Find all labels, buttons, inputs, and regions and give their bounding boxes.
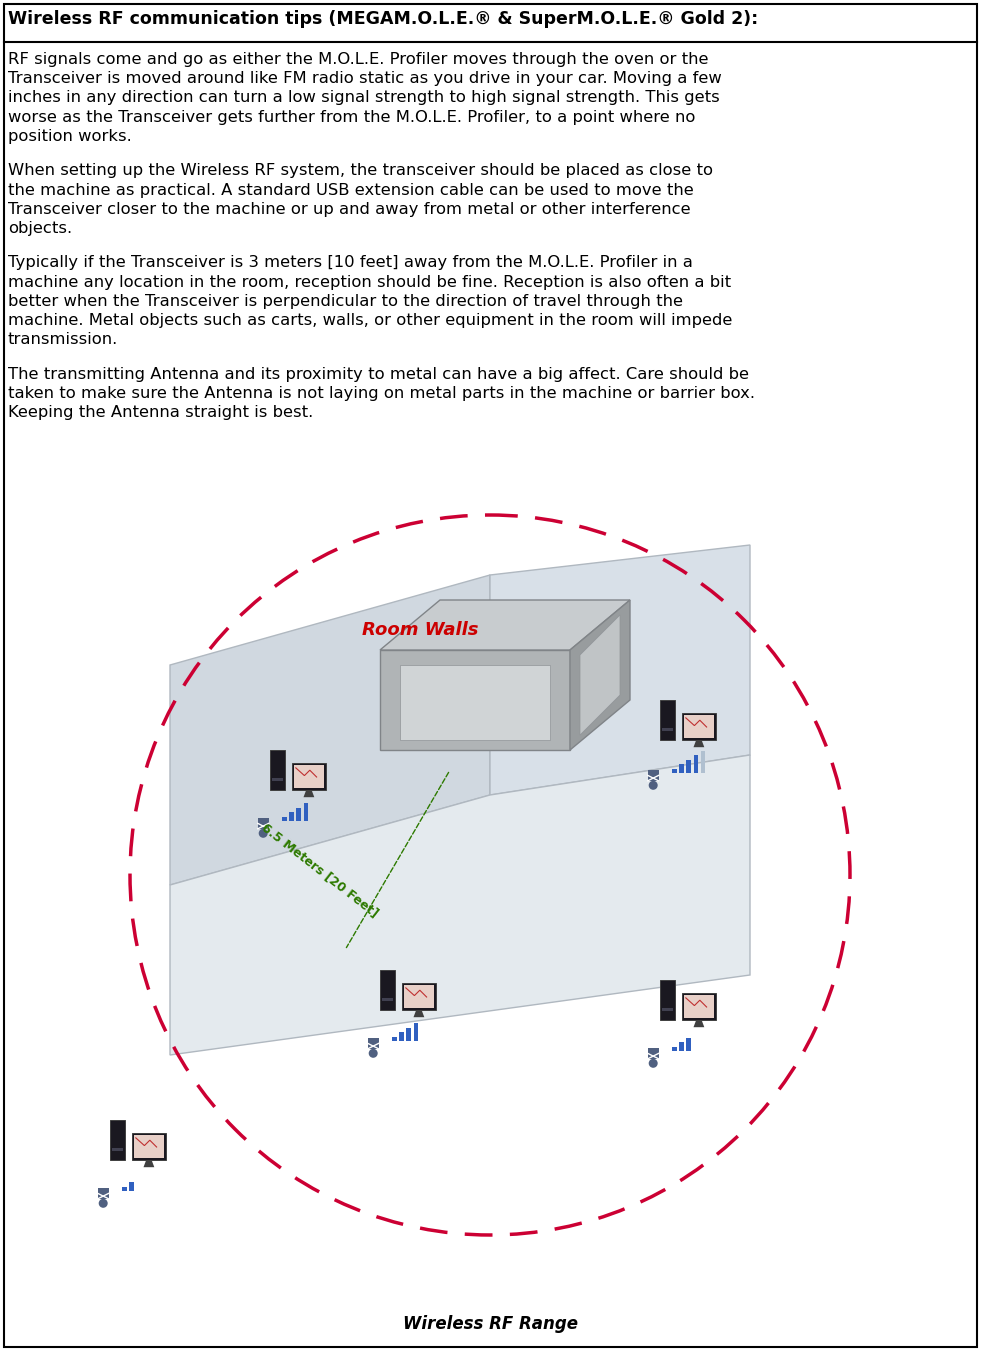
Polygon shape: [647, 770, 658, 781]
Polygon shape: [380, 600, 630, 650]
Polygon shape: [414, 1011, 425, 1017]
Text: The transmitting Antenna and its proximity to metal can have a big affect. Care : The transmitting Antenna and its proximi…: [8, 367, 755, 420]
Polygon shape: [380, 650, 570, 750]
Polygon shape: [129, 1182, 133, 1192]
Polygon shape: [170, 576, 490, 885]
Text: Room Walls: Room Walls: [362, 621, 479, 639]
Text: RF signals come and go as either the M.O.L.E. Profiler moves through the oven or: RF signals come and go as either the M.O…: [8, 51, 722, 143]
Polygon shape: [684, 715, 714, 738]
Polygon shape: [381, 970, 394, 1011]
Polygon shape: [368, 1038, 379, 1048]
Polygon shape: [694, 740, 704, 747]
Polygon shape: [672, 769, 677, 773]
Polygon shape: [402, 984, 436, 1011]
Polygon shape: [700, 751, 705, 773]
Polygon shape: [694, 1020, 704, 1027]
Polygon shape: [282, 816, 286, 821]
Polygon shape: [406, 1028, 411, 1042]
Polygon shape: [570, 600, 630, 750]
Polygon shape: [258, 817, 269, 828]
Polygon shape: [143, 1161, 154, 1167]
Polygon shape: [270, 750, 284, 790]
Polygon shape: [679, 765, 684, 773]
Polygon shape: [684, 994, 714, 1019]
Polygon shape: [303, 802, 308, 821]
Polygon shape: [660, 979, 675, 1020]
Text: Wireless RF communication tips (MEGAM.O.L.E.® & SuperM.O.L.E.® Gold 2):: Wireless RF communication tips (MEGAM.O.…: [8, 9, 758, 28]
Polygon shape: [694, 755, 698, 773]
Polygon shape: [112, 1148, 123, 1151]
Polygon shape: [382, 998, 392, 1001]
Polygon shape: [687, 759, 691, 773]
Text: Wireless RF Range: Wireless RF Range: [403, 1315, 578, 1333]
Polygon shape: [303, 790, 314, 797]
Polygon shape: [580, 615, 620, 735]
Polygon shape: [131, 1133, 166, 1161]
Polygon shape: [682, 713, 716, 740]
Text: 6.5 Meters [20 Feet]: 6.5 Meters [20 Feet]: [259, 820, 381, 920]
Polygon shape: [110, 1120, 125, 1161]
Text: Typically if the Transceiver is 3 meters [10 feet] away from the M.O.L.E. Profil: Typically if the Transceiver is 3 meters…: [8, 255, 733, 347]
Polygon shape: [403, 985, 435, 1008]
Polygon shape: [289, 812, 293, 821]
Polygon shape: [272, 778, 283, 781]
Polygon shape: [291, 763, 326, 790]
Polygon shape: [687, 1038, 691, 1051]
Polygon shape: [490, 544, 750, 794]
Circle shape: [99, 1198, 108, 1208]
Polygon shape: [293, 765, 324, 788]
Polygon shape: [392, 1036, 396, 1042]
Polygon shape: [682, 993, 716, 1020]
Text: When setting up the Wireless RF system, the transceiver should be placed as clos: When setting up the Wireless RF system, …: [8, 163, 713, 236]
Polygon shape: [170, 755, 750, 1055]
Polygon shape: [98, 1188, 109, 1198]
Circle shape: [648, 1059, 657, 1067]
Polygon shape: [679, 1042, 684, 1051]
Circle shape: [369, 1048, 378, 1058]
Polygon shape: [399, 1032, 404, 1042]
Polygon shape: [122, 1186, 127, 1192]
Polygon shape: [296, 808, 301, 821]
Circle shape: [648, 781, 657, 790]
Circle shape: [259, 828, 268, 838]
Polygon shape: [647, 1048, 658, 1059]
Polygon shape: [662, 728, 673, 731]
Polygon shape: [662, 1008, 673, 1011]
Polygon shape: [414, 1023, 418, 1042]
Polygon shape: [672, 1047, 677, 1051]
Polygon shape: [660, 700, 675, 740]
Polygon shape: [133, 1135, 164, 1158]
Polygon shape: [400, 665, 550, 740]
